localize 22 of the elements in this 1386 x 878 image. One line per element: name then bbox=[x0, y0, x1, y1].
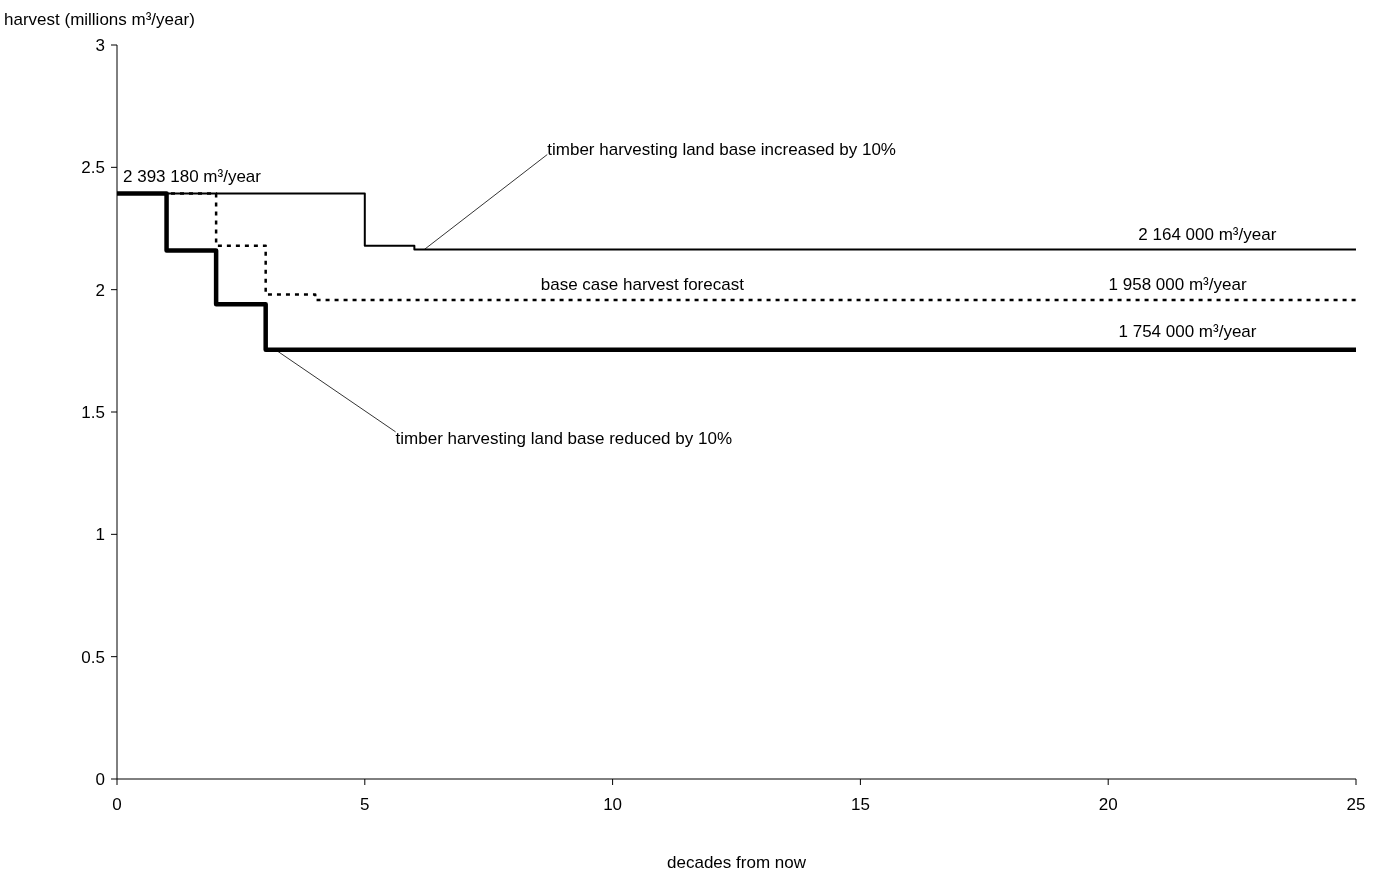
annotation: 1 958 000 m³/year bbox=[1108, 274, 1247, 294]
y-tick-label: 1 bbox=[95, 525, 105, 545]
x-tick-label: 25 bbox=[1346, 795, 1366, 814]
x-tick-label: 0 bbox=[112, 795, 122, 814]
y-tick-label: 3 bbox=[95, 35, 105, 55]
annotation: 2 164 000 m³/year bbox=[1138, 224, 1277, 244]
annotation: 1 754 000 m³/year bbox=[1118, 321, 1257, 341]
y-tick-label: 0 bbox=[95, 769, 105, 789]
y-tick-label: 2 bbox=[95, 280, 105, 300]
annotation: timber harvesting land base increased by 10% bbox=[547, 139, 896, 159]
x-axis-title: decades from now bbox=[667, 853, 807, 872]
y-tick-label: 2.5 bbox=[81, 158, 105, 178]
annotation: timber harvesting land base reduced by 10% bbox=[395, 428, 733, 448]
y-tick-label: 0.5 bbox=[81, 647, 105, 667]
y-axis-title: harvest (millions m³/year) bbox=[4, 10, 195, 29]
y-tick-label: 1.5 bbox=[81, 402, 105, 422]
x-tick-label: 15 bbox=[850, 795, 870, 814]
annotation: 2 393 180 m³/year bbox=[123, 166, 262, 186]
x-tick-label: 10 bbox=[603, 795, 623, 814]
x-tick-label: 5 bbox=[360, 795, 370, 814]
x-tick-label: 20 bbox=[1098, 795, 1118, 814]
annotation: base case harvest forecast bbox=[540, 274, 745, 294]
